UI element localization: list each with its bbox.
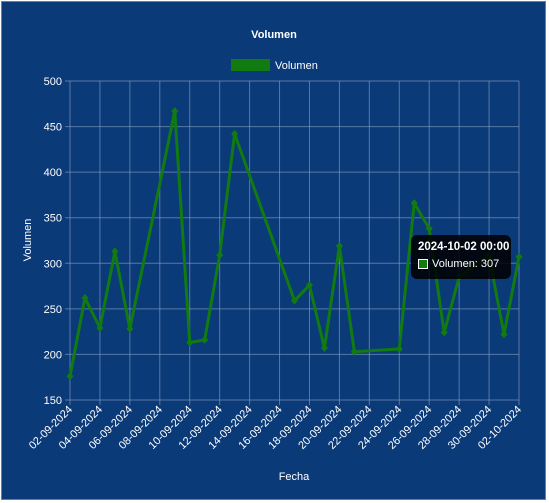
y-tick-label: 150 xyxy=(44,395,62,407)
data-point xyxy=(350,347,358,356)
data-point xyxy=(231,129,239,138)
legend-label: Volumen xyxy=(275,60,318,72)
x-axis: 02-09-202404-09-202406-09-202408-09-2024… xyxy=(27,404,524,452)
data-point xyxy=(186,338,194,347)
data-point xyxy=(201,335,209,344)
tooltip: 2024-10-02 00:00 Volumen: 307 xyxy=(411,235,511,279)
x-axis-title: Fecha xyxy=(279,471,310,483)
data-point xyxy=(320,344,328,353)
data-point xyxy=(216,251,224,260)
y-axis-title: Volumen xyxy=(22,219,34,262)
data-point xyxy=(425,224,433,233)
y-tick-label: 300 xyxy=(44,258,62,270)
tooltip-swatch xyxy=(418,259,428,269)
data-point xyxy=(171,107,179,116)
y-tick-label: 350 xyxy=(44,213,62,225)
data-point xyxy=(305,281,313,290)
data-point xyxy=(81,293,89,302)
data-point xyxy=(410,199,418,208)
y-tick-label: 400 xyxy=(44,167,62,179)
chart-title: Volumen xyxy=(251,29,297,41)
tooltip-row: Volumen: 307 xyxy=(418,258,504,270)
y-axis: 150 200 250 300 350 400 450 500 xyxy=(44,76,62,407)
tooltip-title: 2024-10-02 00:00 xyxy=(418,241,510,253)
y-tick-label: 200 xyxy=(44,349,62,361)
data-point xyxy=(395,344,403,353)
data-point xyxy=(291,296,298,305)
legend-swatch xyxy=(231,59,270,71)
y-tick-label: 450 xyxy=(44,122,62,134)
legend[interactable]: Volumen xyxy=(231,59,318,72)
y-tick-label: 500 xyxy=(44,76,62,88)
tooltip-label: Volumen: 307 xyxy=(432,258,500,270)
data-point xyxy=(66,372,74,381)
data-point xyxy=(500,330,508,339)
data-point xyxy=(96,323,104,332)
y-tick-label: 250 xyxy=(44,304,62,316)
data-point xyxy=(440,328,448,337)
data-point xyxy=(335,241,343,250)
data-point xyxy=(515,252,523,261)
data-point xyxy=(126,324,134,333)
data-point xyxy=(111,247,119,256)
